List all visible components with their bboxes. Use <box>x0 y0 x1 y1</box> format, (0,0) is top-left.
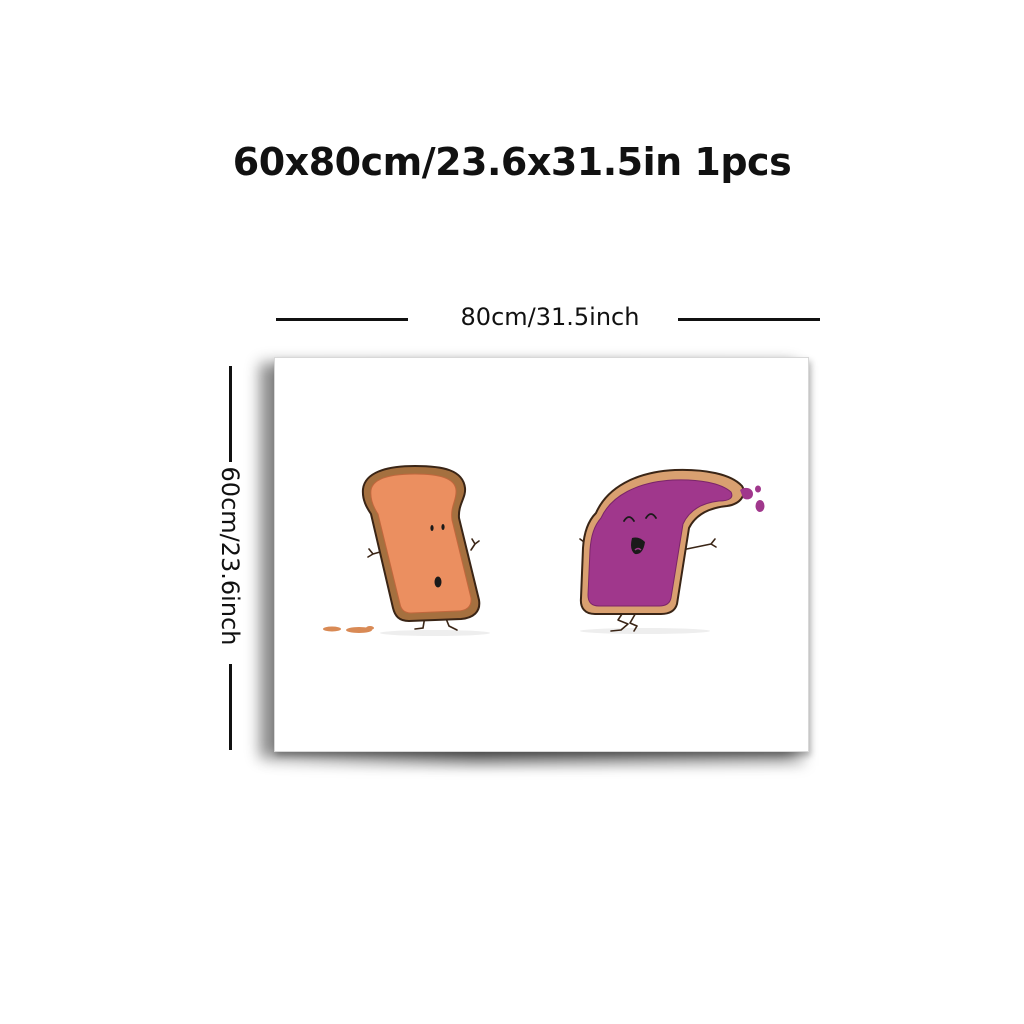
width-dimension-line-left <box>276 318 408 321</box>
drip-3 <box>366 626 374 630</box>
right-toast-eye-right <box>645 513 657 519</box>
width-dimension-line-right <box>678 318 820 321</box>
left-toast-eye-left <box>430 525 434 531</box>
product-size-title: 60x80cm/23.6x31.5in 1pcs <box>232 140 792 184</box>
ground-shadow-right <box>580 628 710 634</box>
jelly-splash-2 <box>755 500 765 512</box>
right-toast-leg-left <box>610 610 629 632</box>
height-dimension-label: 60cm/23.6inch <box>216 466 244 646</box>
left-toast-spread <box>370 473 472 614</box>
toast-right-character <box>579 468 765 632</box>
ground-shadow-left <box>380 630 490 636</box>
toast-left-character <box>361 464 481 631</box>
left-toast-eye-right <box>441 524 445 530</box>
right-toast-eye-left <box>623 516 635 522</box>
height-dimension-line-top <box>229 366 232 462</box>
right-toast-mouth <box>631 537 645 555</box>
canvas-print <box>274 357 809 752</box>
width-dimension-label: 80cm/31.5inch <box>460 303 640 331</box>
right-toast-tongue <box>634 547 642 551</box>
right-toast-leg-right <box>629 610 638 632</box>
drip-2 <box>346 627 372 633</box>
left-toast-mouth <box>434 576 442 588</box>
height-dimension-line-bottom <box>229 664 232 750</box>
artwork-illustration <box>323 464 765 636</box>
jelly-splash-3 <box>755 485 761 493</box>
drip-1 <box>323 626 341 632</box>
right-toast-jelly <box>587 479 733 607</box>
jelly-splash-1 <box>740 487 753 500</box>
left-toast-arm-right <box>470 538 480 551</box>
